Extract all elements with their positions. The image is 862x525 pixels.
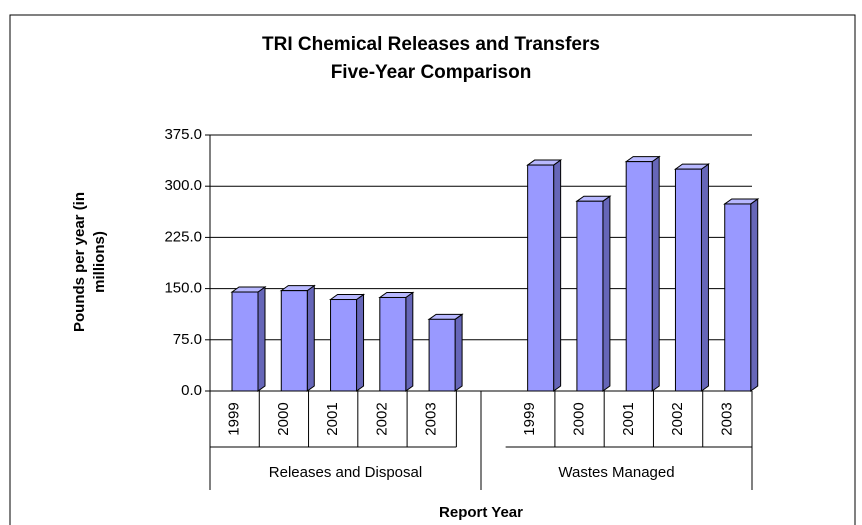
y-tick-label: 150.0 xyxy=(164,280,202,297)
y-axis-label-line: millions) xyxy=(91,231,108,293)
bar-front xyxy=(231,291,259,392)
x-tick-label: 2000 xyxy=(275,402,292,435)
group-label: Wastes Managed xyxy=(558,464,674,481)
bar-side xyxy=(405,291,414,392)
x-tick-label: 2001 xyxy=(324,402,341,435)
x-tick-label: 2002 xyxy=(669,402,686,435)
y-tick-label: 375.0 xyxy=(164,126,202,143)
bar-front xyxy=(527,164,555,392)
y-tick-label: 75.0 xyxy=(173,331,202,348)
x-tick-label: 2003 xyxy=(423,402,440,435)
bar-front xyxy=(330,299,358,392)
bar-front xyxy=(674,168,702,392)
x-tick-label: 1999 xyxy=(521,402,538,435)
bar-front xyxy=(379,296,407,392)
bar xyxy=(378,291,415,392)
bar-side xyxy=(700,163,709,392)
bar-side xyxy=(553,159,562,392)
bar-side xyxy=(356,293,365,392)
bar-side xyxy=(257,286,266,392)
x-tick-label: 2003 xyxy=(718,402,735,435)
bar-side xyxy=(602,195,611,392)
y-axis-label: Pounds per year (in millions) xyxy=(71,192,108,332)
bar-side xyxy=(651,155,660,392)
x-axis-label: Report Year xyxy=(439,504,523,521)
x-tick-label: 1999 xyxy=(226,402,243,435)
bar xyxy=(427,313,464,392)
x-tick-label: 2001 xyxy=(620,402,637,435)
bar-front xyxy=(724,203,752,392)
bar-front xyxy=(625,161,653,392)
bar-front xyxy=(428,318,456,392)
chart-title: TRI Chemical Releases and Transfers xyxy=(262,34,600,55)
x-tick-label: 2002 xyxy=(373,402,390,435)
x-tick-label: 2000 xyxy=(571,402,588,435)
y-tick-label: 225.0 xyxy=(164,228,202,245)
chart-frame xyxy=(9,14,856,525)
y-axis-label-line: Pounds per year (in xyxy=(71,192,88,332)
bar xyxy=(624,155,661,392)
bar-side xyxy=(750,197,759,392)
bar-side xyxy=(306,284,315,392)
bar-front xyxy=(576,200,604,392)
bar-front xyxy=(280,290,308,392)
bar xyxy=(526,159,563,392)
bar xyxy=(279,284,316,392)
bar-side xyxy=(454,313,463,392)
bar xyxy=(673,163,711,392)
group-label: Releases and Disposal xyxy=(269,464,422,481)
bar xyxy=(575,195,612,392)
bar xyxy=(328,293,366,392)
y-tick-label: 300.0 xyxy=(164,177,202,194)
chart-title: Five-Year Comparison xyxy=(331,62,532,83)
bar xyxy=(723,197,760,392)
y-tick-label: 0.0 xyxy=(181,382,202,399)
bar xyxy=(230,286,267,392)
